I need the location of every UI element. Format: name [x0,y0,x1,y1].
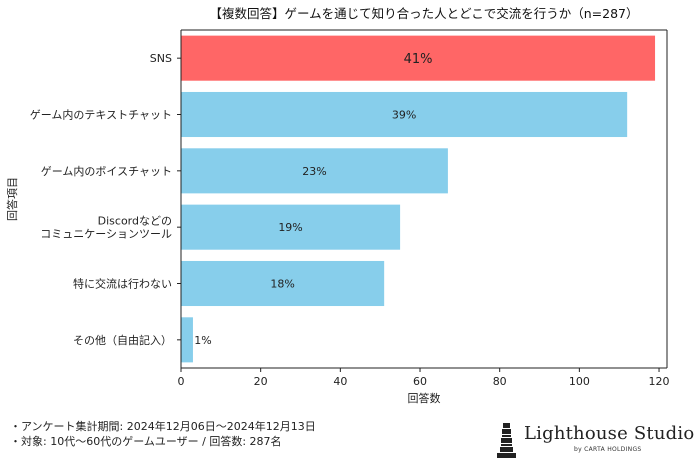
category-label: Discordなどの [98,215,172,228]
data-label: 1% [194,334,211,347]
y-axis-label: 回答項目 [5,177,19,221]
category-label: ゲーム内のボイスチャット [41,164,172,178]
x-axis-label: 回答数 [408,391,441,405]
bar [181,260,385,307]
bar [181,35,656,81]
chart-title: 【複数回答】ゲームを通じて知り合った人とどこで交流を行うか（n=287） [209,6,638,21]
x-tick-label: 100 [569,375,590,388]
data-label: 39% [392,109,416,122]
x-tick-label: 60 [413,375,427,388]
data-label: 19% [278,221,302,234]
category-label: ゲーム内のテキストチャット [30,108,172,122]
data-label: 23% [302,165,326,178]
lighthouse-icon [497,423,516,458]
category-label: 特に交流は行わない [73,277,172,291]
bar [181,204,401,250]
survey-target-note: ・対象: 10代〜60代のゲームユーザー / 回答数: 287名 [10,435,282,448]
bar [181,317,193,363]
category-label: コミュニケーションツール [40,228,172,241]
category-label: その他（自由記入） [73,333,172,347]
x-tick-label: 120 [649,375,670,388]
bar [181,91,628,138]
x-tick-label: 20 [254,375,268,388]
logo-title: Lighthouse Studio [524,423,695,444]
x-tick-label: 40 [333,375,347,388]
data-label: 18% [270,278,294,291]
x-tick-label: 0 [178,375,185,388]
data-label: 41% [404,52,433,67]
bar-chart: 【複数回答】ゲームを通じて知り合った人とどこで交流を行うか（n=287） 41% S… [5,6,670,405]
lighthouse-studio-logo: Lighthouse Studio by CARTA HOLDINGS [494,420,694,460]
x-tick-label: 80 [493,375,507,388]
category-label: SNS [150,52,172,65]
logo-subtitle: by CARTA HOLDINGS [574,446,642,453]
survey-period-note: ・アンケート集計期間: 2024年12月06日〜2024年12月13日 [10,420,316,433]
bar [181,148,448,194]
